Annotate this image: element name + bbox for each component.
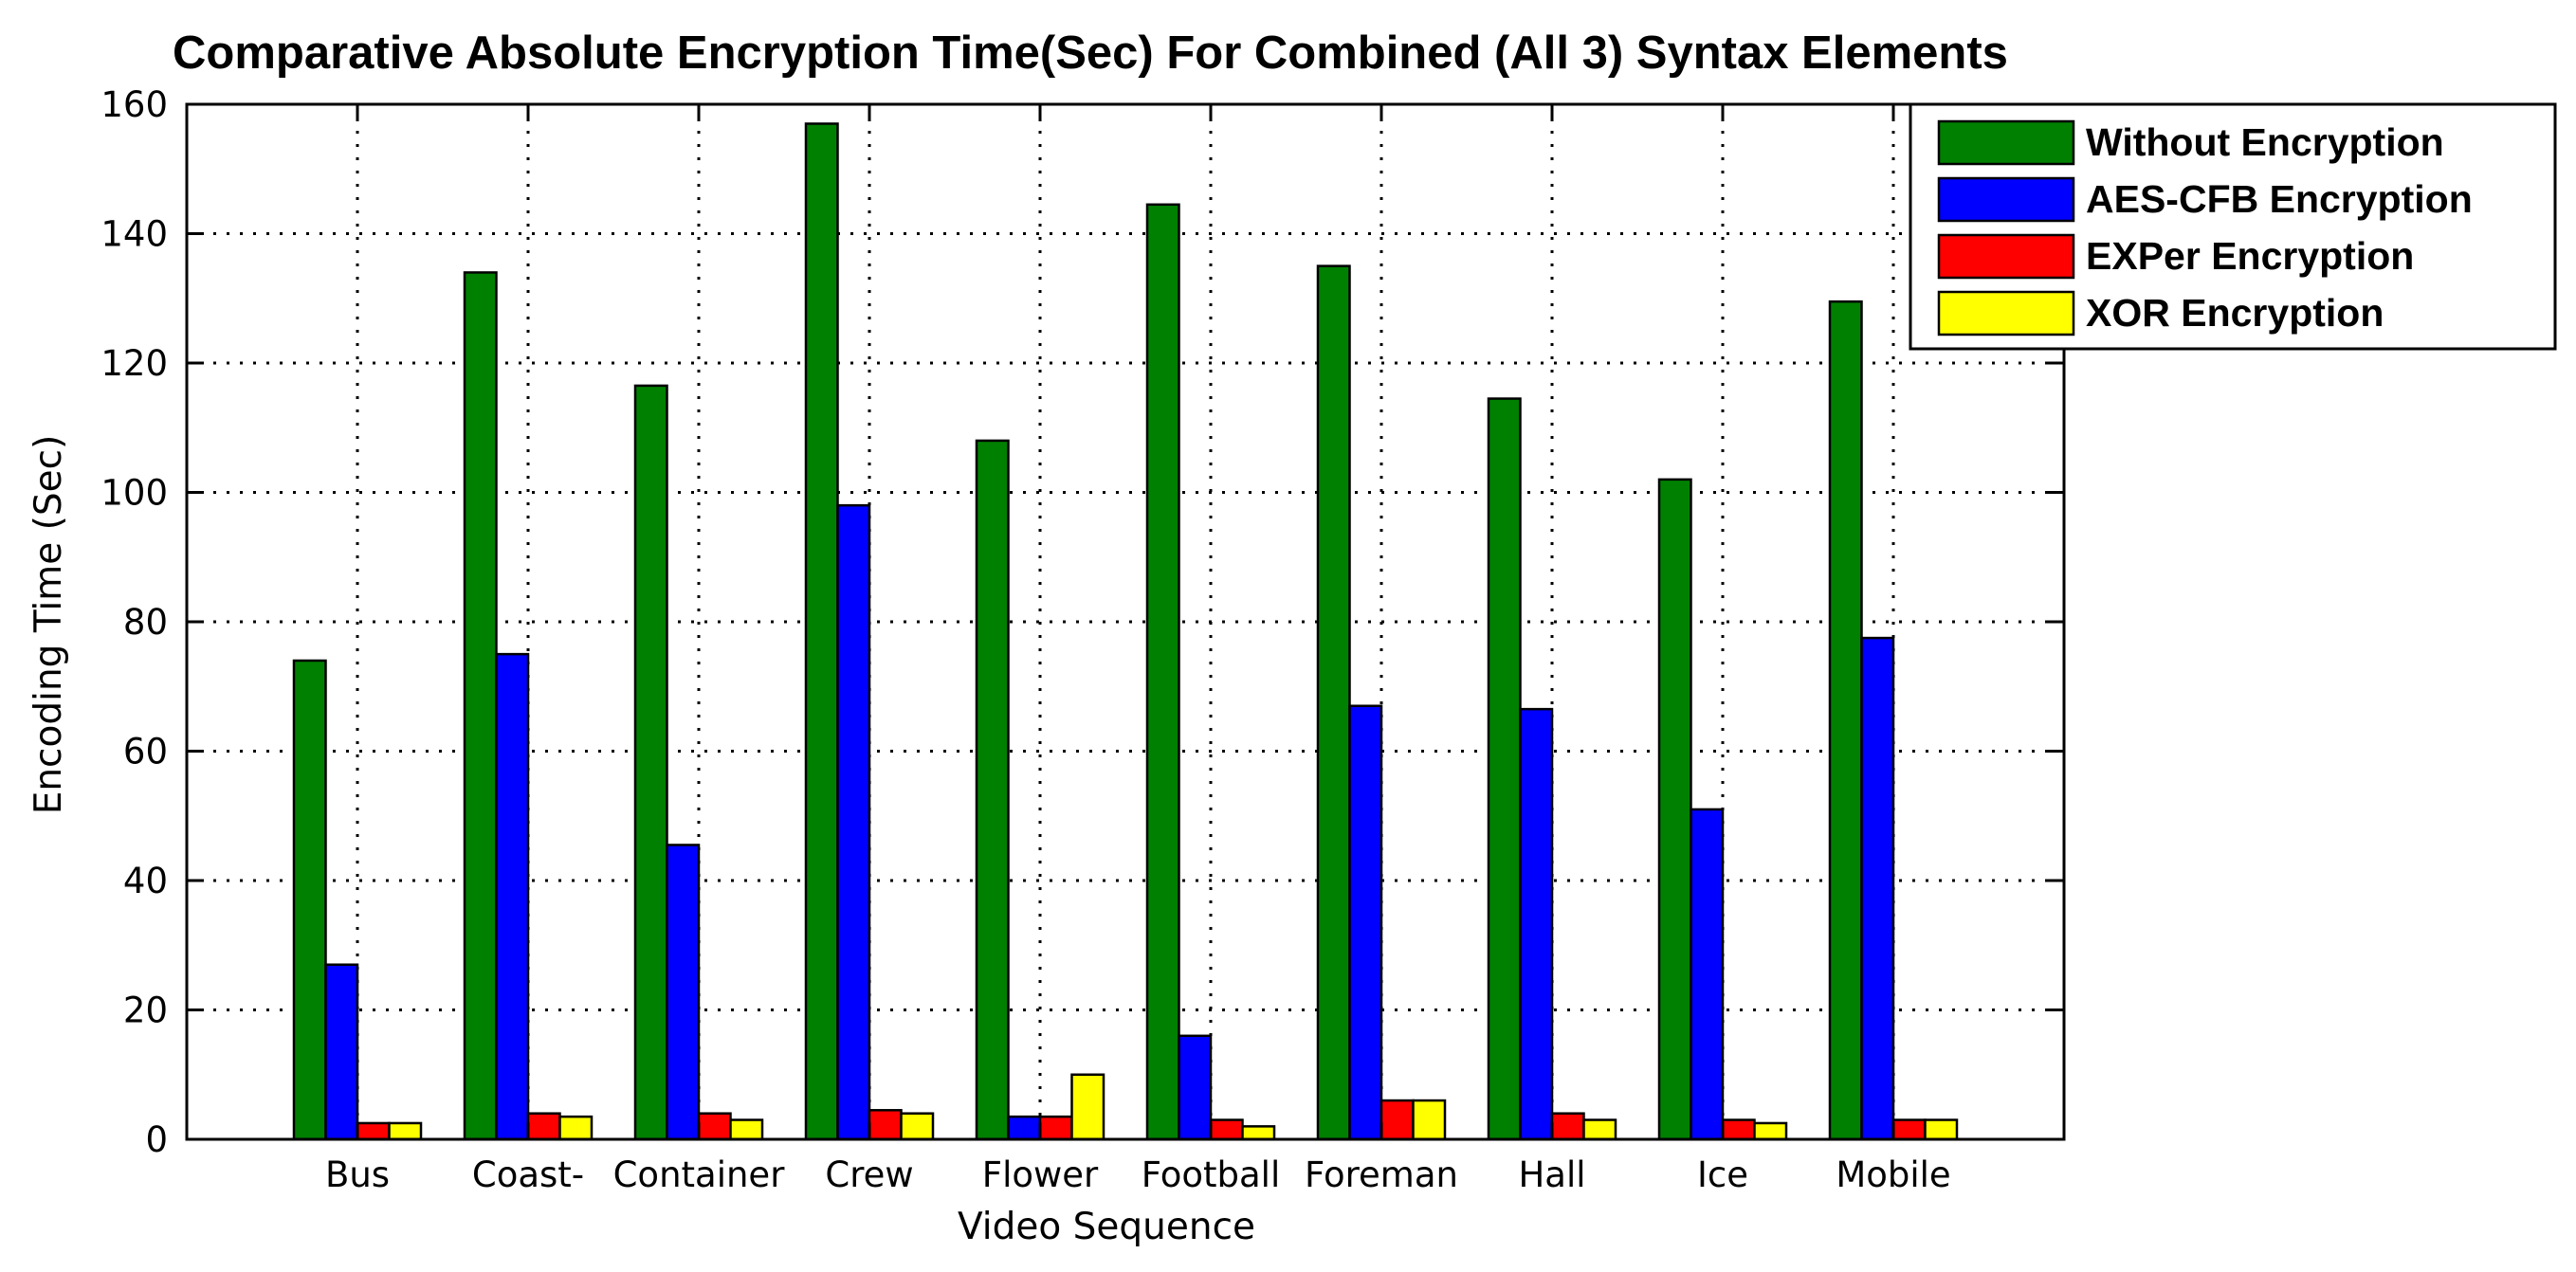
y-tick-label: 20 [123,990,168,1031]
bar [975,439,1010,1141]
y-tick-label: 0 [145,1119,168,1160]
bar [1657,478,1692,1141]
bar [1070,1073,1105,1141]
bar [1316,264,1351,1141]
y-tick-label: 80 [123,602,168,643]
bar [1721,1118,1756,1141]
legend-entry-label: Without Encryption [2086,120,2444,164]
bar [356,1121,391,1141]
bar [1582,1118,1617,1141]
bar [729,1118,764,1141]
legend-swatch [1937,176,2075,223]
bar [463,271,498,1141]
bar [1145,203,1180,1141]
bar [633,384,668,1141]
bar [292,659,327,1141]
bar [1828,300,1863,1141]
axis-ticks [187,102,2064,1141]
bar [666,844,701,1141]
x-tick-label: Container [613,1154,786,1195]
bar [836,503,871,1141]
bar [1753,1121,1788,1141]
bar [388,1121,423,1141]
bar [1178,1034,1213,1141]
bar [1690,808,1725,1141]
chart-title: Comparative Absolute Encryption Time(Sec… [173,27,2008,79]
bar [1209,1118,1244,1141]
legend-entry-label: EXPer Encryption [2086,234,2414,278]
x-tick-label: Bus [325,1154,390,1195]
y-tick-label: 60 [123,732,168,772]
y-axis-label: Encoding Time (Sec) [27,435,70,815]
legend-entry-label: AES-CFB Encryption [2086,177,2473,221]
y-tick-label: 140 [100,214,168,255]
bar [900,1112,935,1141]
x-axis-tick-labels: Bus Coast- Container Crew Flower Football Fore… [325,1154,1951,1195]
bar [1412,1099,1447,1141]
bar [1891,1118,1927,1141]
bar [1487,397,1522,1141]
x-axis-label: Video Sequence [958,1206,1255,1248]
bar [868,1109,903,1141]
x-tick-label: Crew [825,1154,913,1195]
bars [292,122,1959,1141]
bar [1241,1125,1276,1141]
x-tick-label: Mobile [1836,1154,1950,1195]
legend-swatch [1937,290,2075,336]
y-axis-tick-labels: 0 20 40 60 80 100 120 140 160 [100,84,168,1160]
x-tick-label: Ice [1697,1154,1748,1195]
bar [1007,1115,1042,1141]
bar [1924,1118,1959,1141]
bar [1379,1099,1415,1141]
x-tick-label: Coast- [472,1154,584,1195]
bar [1038,1115,1073,1141]
bar [324,963,359,1141]
bar [1550,1112,1585,1141]
y-tick-label: 160 [100,84,168,125]
bar [697,1112,732,1141]
legend-swatch [1937,119,2075,166]
bar [1348,704,1383,1141]
y-tick-label: 40 [123,861,168,901]
bar [804,122,839,1141]
legend-entry-label: XOR Encryption [2086,291,2384,335]
x-tick-label: Hall [1518,1154,1585,1195]
x-tick-label: Football [1142,1154,1280,1195]
x-tick-label: Flower [982,1154,1099,1195]
bar [495,652,530,1141]
legend-swatch [1937,233,2075,280]
y-tick-label: 120 [100,343,168,384]
y-tick-label: 100 [100,473,168,514]
bar [558,1115,594,1141]
bar [1519,707,1554,1141]
x-tick-label: Foreman [1305,1154,1458,1195]
bar [526,1112,561,1141]
legend: Without Encryption AES-CFB Encryption EXPe… [1909,102,2557,351]
bar [1860,636,1895,1141]
